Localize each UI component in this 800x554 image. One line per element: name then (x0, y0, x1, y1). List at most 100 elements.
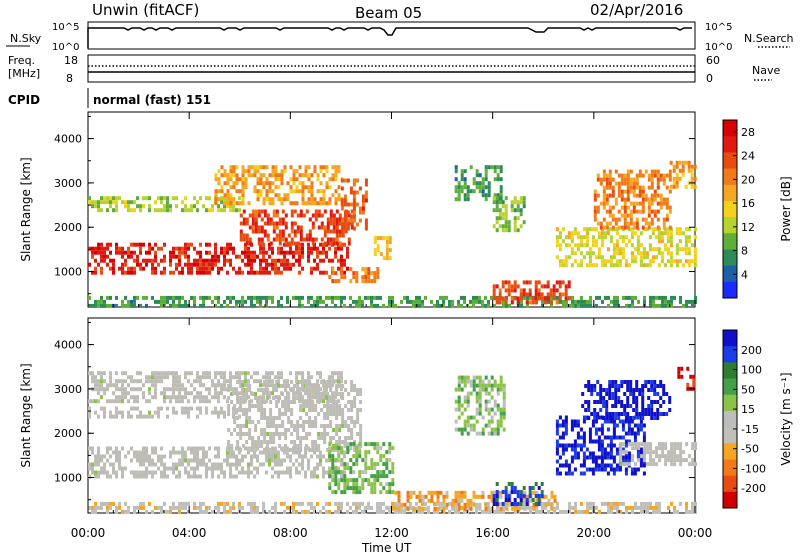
scatter-cell (274, 262, 277, 267)
scatter-cell (205, 208, 208, 213)
scatter-cell (591, 459, 595, 464)
scatter-cell (499, 383, 503, 388)
scatter-cell (361, 279, 365, 284)
scatter-cell (367, 501, 370, 506)
scatter-cell (271, 189, 275, 194)
scatter-cell (555, 443, 559, 448)
scatter-cell (355, 478, 359, 483)
scatter-cell (205, 462, 208, 467)
scatter-cell (603, 467, 607, 472)
scatter-cell (184, 204, 187, 209)
scatter-cell (299, 380, 303, 384)
scatter-cell (328, 486, 332, 491)
scatter-cell (537, 502, 541, 506)
scatter-cell (220, 406, 223, 411)
scatter-cell (332, 412, 336, 416)
scatter-cell (100, 395, 103, 400)
scatter-cell (656, 173, 660, 178)
scatter-cell (584, 384, 588, 388)
scatter-cell (343, 270, 346, 275)
scatter-cell (469, 423, 473, 428)
scatter-cell (594, 459, 598, 464)
scatter-cell (664, 446, 668, 451)
scatter-cell (626, 225, 630, 230)
scatter-cell (651, 247, 655, 252)
scatter-cell (376, 509, 379, 514)
scatter-cell (487, 501, 490, 506)
scatter-cell (498, 296, 502, 301)
scatter-cell (296, 436, 300, 440)
scatter-cell (652, 303, 655, 308)
scatter-cell (611, 205, 615, 210)
scatter-cell (245, 221, 249, 226)
scatter-cell (265, 379, 268, 384)
scatter-cell (226, 458, 229, 463)
scatter-cell (259, 379, 262, 384)
freq-frame (87, 54, 696, 83)
scatter-cell (352, 218, 356, 223)
scatter-cell (308, 448, 312, 452)
scatter-cell (646, 501, 649, 506)
scatter-cell (151, 379, 154, 384)
scatter-cell (187, 303, 190, 308)
scatter-cell (124, 395, 127, 400)
scatter-cell (626, 384, 630, 388)
scatter-cell (454, 407, 458, 412)
scatter-cell (591, 243, 595, 248)
scatter-cell (331, 466, 335, 471)
scatter-cell (623, 209, 627, 214)
scatter-cell (265, 391, 268, 396)
scatter-cell (262, 501, 265, 506)
scatter-cell (91, 446, 94, 451)
scatter-cell (608, 193, 612, 198)
scatter-cell (313, 299, 316, 304)
scatter-cell (244, 246, 247, 251)
scatter-cell (259, 462, 262, 467)
scatter-cell (184, 458, 187, 463)
scatter-cell (507, 288, 511, 293)
scatter-cell (163, 474, 166, 479)
scatter-cell (266, 213, 270, 218)
scatter-cell (656, 392, 660, 396)
scatter-cell (280, 262, 283, 267)
scatter-cell (283, 470, 286, 475)
scatter-cell (329, 404, 333, 408)
scatter-cell (296, 241, 300, 246)
scatter-cell (632, 221, 636, 226)
scatter-cell (130, 299, 133, 304)
scatter-cell (178, 250, 181, 255)
scatter-cell (606, 435, 610, 440)
scatter-cell (271, 371, 274, 376)
scatter-cell (181, 450, 184, 455)
scatter-cell (490, 431, 494, 436)
scatter-cell (278, 408, 282, 412)
scatter-cell (481, 193, 485, 198)
scatter-cell (562, 299, 565, 304)
scatter-cell (202, 509, 205, 514)
scatter-cell (376, 501, 379, 506)
scatter-cell (433, 506, 437, 511)
scatter-cell (130, 242, 133, 247)
scatter-cell (229, 258, 232, 263)
scatter-cell (475, 494, 479, 499)
scatter-cell (269, 420, 273, 424)
scatter-cell (614, 197, 618, 202)
scatter-cell (283, 379, 286, 384)
scatter-cell (307, 387, 310, 392)
scatter-cell (103, 379, 106, 384)
scatter-cell (337, 458, 340, 463)
scatter-cell (629, 217, 633, 222)
scatter-cell (603, 463, 607, 468)
scatter-cell (605, 197, 609, 202)
scatter-cell (103, 410, 106, 415)
scatter-cell (561, 239, 565, 244)
scatter-cell (313, 258, 316, 263)
scatter-cell (668, 400, 672, 404)
scatter-cell (343, 295, 346, 300)
scatter-cell (301, 266, 304, 271)
scatter-cell (616, 501, 619, 506)
scatter-cell (250, 270, 253, 275)
scatter-cell (608, 209, 612, 214)
scatter-cell (561, 292, 565, 297)
y-axis-title: Slant Range [km] (19, 157, 33, 261)
